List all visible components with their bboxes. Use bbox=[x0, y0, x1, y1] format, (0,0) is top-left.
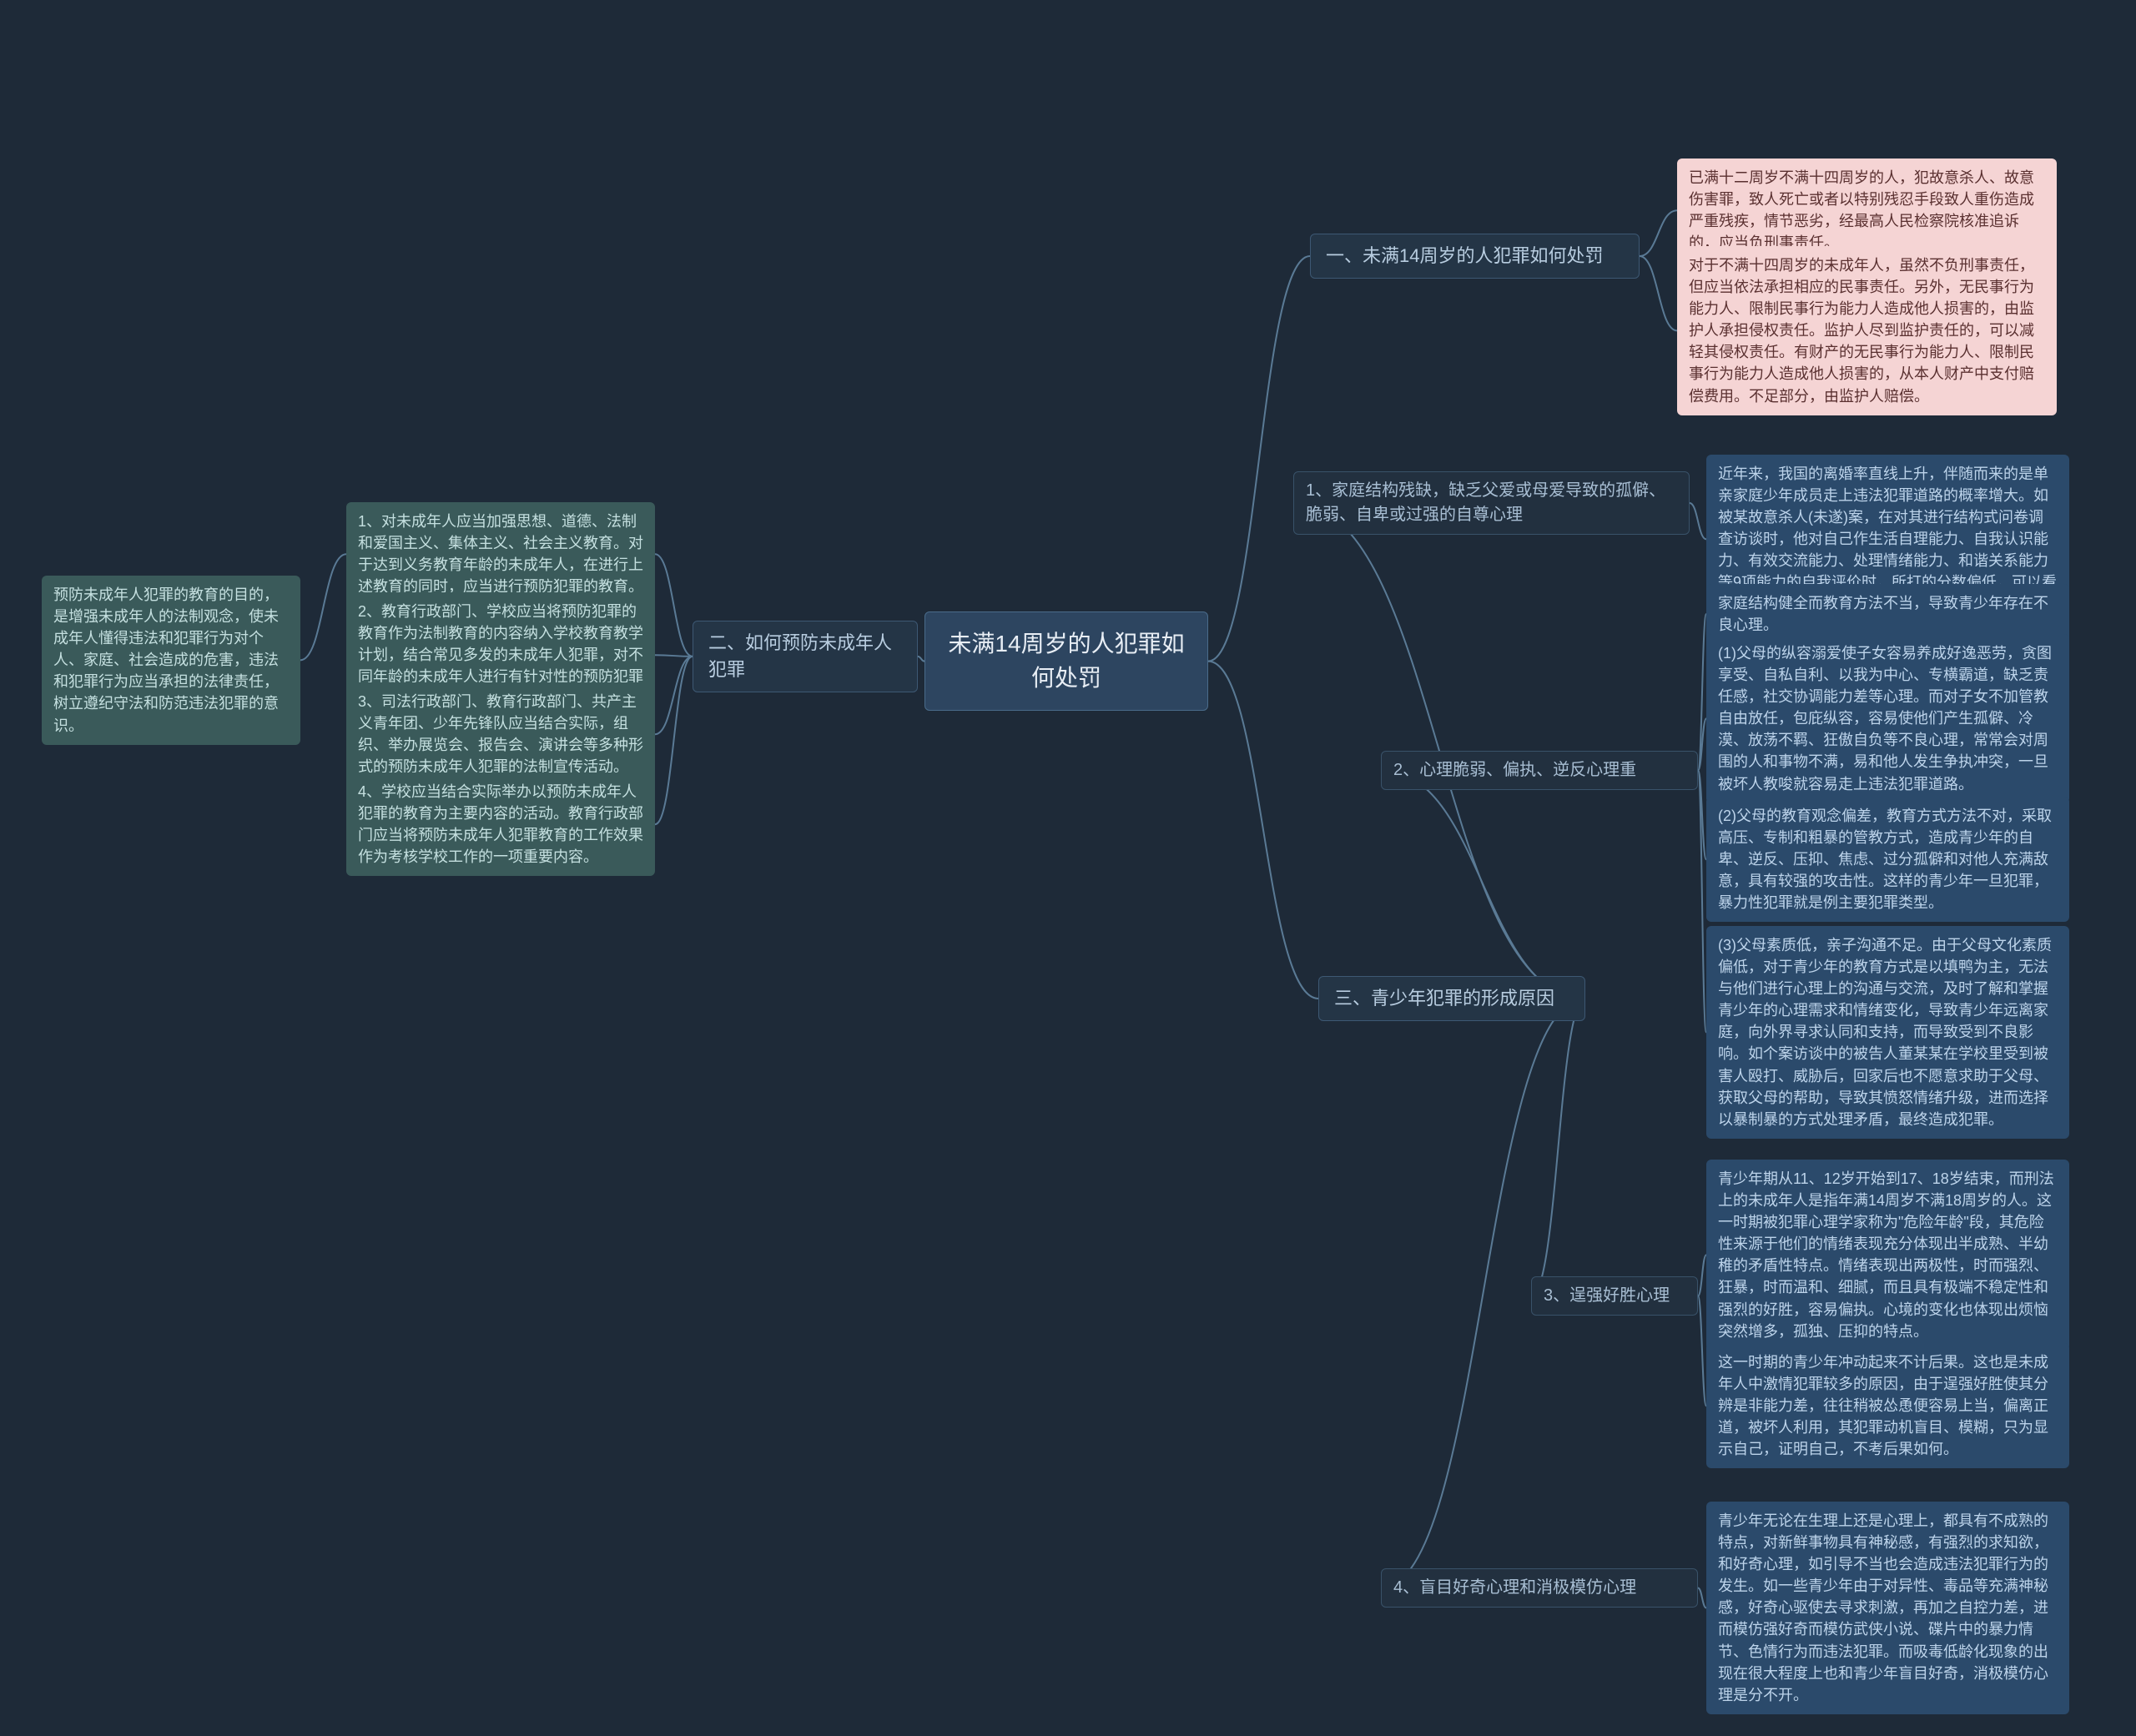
b3-s4-leaf-1: 青少年无论在生理上还是心理上，都具有不成熟的特点，对新鲜事物具有神秘感，有强烈的… bbox=[1706, 1502, 2069, 1714]
b3-s2-leaf-1: (1)父母的纵容溺爱使子女容易养成好逸恶劳，贪图享受、自私自利、以我为中心、专横… bbox=[1706, 634, 2069, 803]
root-node: 未满14周岁的人犯罪如何处罚 bbox=[924, 611, 1208, 711]
b2-leaf-1: 1、对未成年人应当加强思想、道德、法制和爱国主义、集体主义、社会主义教育。对于达… bbox=[346, 502, 655, 606]
b3-s3-leaf-1: 青少年期从11、12岁开始到17、18岁结束，而刑法上的未成年人是指年满14周岁… bbox=[1706, 1160, 2069, 1351]
b3-s2-leaf-2: (2)父母的教育观念偏差，教育方式方法不对，采取高压、专制和粗暴的管教方式，造成… bbox=[1706, 797, 2069, 922]
b3-sub-4: 4、盲目好奇心理和消极模仿心理 bbox=[1381, 1568, 1698, 1608]
b3-s2-leaf-3: (3)父母素质低，亲子沟通不足。由于父母文化素质偏低，对于青少年的教育方式是以填… bbox=[1706, 926, 2069, 1139]
b3-sub-1: 1、家庭结构残缺，缺乏父爱或母爱导致的孤僻、脆弱、自卑或过强的自尊心理 bbox=[1293, 471, 1690, 535]
b3-sub-3: 3、逞强好胜心理 bbox=[1531, 1276, 1698, 1316]
b3-sub-2: 2、心理脆弱、偏执、逆反心理重 bbox=[1381, 751, 1698, 790]
b3-s3-leaf-2: 这一时期的青少年冲动起来不计后果。这也是未成年人中激情犯罪较多的原因，由于逞强好… bbox=[1706, 1343, 2069, 1468]
branch-2: 二、如何预防未成年人犯罪 bbox=[693, 621, 918, 692]
b2-leaf-3: 3、司法行政部门、教育行政部门、共产主义青年团、少年先锋队应当结合实际，组织、举… bbox=[346, 682, 655, 786]
branch-3: 三、青少年犯罪的形成原因 bbox=[1318, 976, 1585, 1021]
b2-intro: 预防未成年人犯罪的教育的目的，是增强未成年人的法制观念，使未成年人懂得违法和犯罪… bbox=[42, 576, 300, 745]
branch-1: 一、未满14周岁的人犯罪如何处罚 bbox=[1310, 234, 1640, 279]
b1-leaf-2: 对于不满十四周岁的未成年人，虽然不负刑事责任，但应当依法承担相应的民事责任。另外… bbox=[1677, 246, 2057, 415]
b2-leaf-4: 4、学校应当结合实际举办以预防未成年人犯罪的教育为主要内容的活动。教育行政部门应… bbox=[346, 772, 655, 876]
